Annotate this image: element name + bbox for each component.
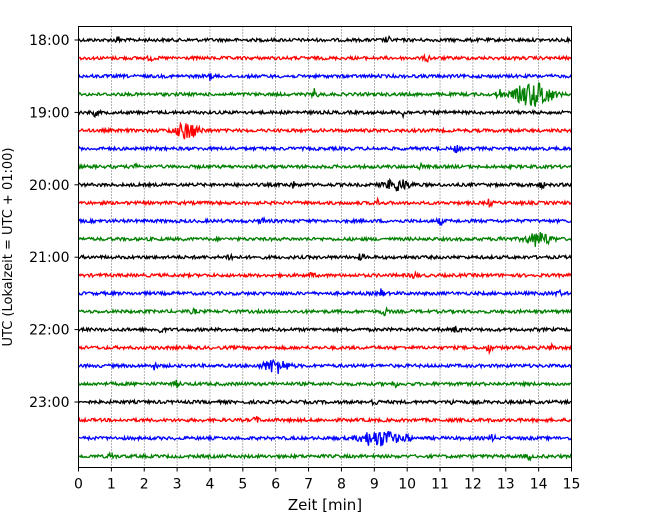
x-tick-label: 4 bbox=[206, 477, 215, 493]
trace-line bbox=[77, 161, 572, 171]
x-tick-label: 6 bbox=[271, 477, 280, 493]
x-axis-ticks: 0 1 2 3 4 5 6 7 8 9 10 11 12 13 14 15 bbox=[74, 467, 581, 493]
trace-line bbox=[78, 270, 573, 280]
trace-line bbox=[77, 341, 573, 356]
trace-line bbox=[78, 288, 573, 298]
x-tick-label: 13 bbox=[497, 477, 515, 493]
y-tick-label: 18:00 bbox=[29, 33, 69, 49]
x-tick-label: 1 bbox=[107, 477, 116, 493]
trace-line bbox=[78, 430, 573, 447]
trace-line bbox=[78, 305, 572, 317]
y-tick-label: 22:00 bbox=[29, 323, 69, 339]
y-axis-ticks: 18:00 19:00 20:00 21:00 22:00 23:00 bbox=[29, 33, 79, 411]
y-axis-title: UTC (Lokalzeit = UTC + 01:00) bbox=[1, 148, 16, 347]
trace-line bbox=[77, 196, 573, 209]
trace-line bbox=[77, 379, 572, 389]
trace-line bbox=[78, 325, 572, 334]
x-tick-label: 14 bbox=[530, 477, 548, 493]
x-tick-label: 5 bbox=[238, 477, 247, 493]
x-tick-label: 9 bbox=[370, 477, 379, 493]
trace-line bbox=[77, 398, 572, 407]
trace-line bbox=[78, 358, 573, 374]
x-tick-label: 11 bbox=[431, 477, 449, 493]
y-tick-label: 20:00 bbox=[29, 178, 69, 194]
trace-line bbox=[78, 252, 572, 262]
x-tick-label: 8 bbox=[337, 477, 346, 493]
x-tick-label: 15 bbox=[563, 477, 581, 493]
plot-frame bbox=[78, 26, 572, 468]
trace-line bbox=[77, 72, 573, 81]
y-tick-label: 21:00 bbox=[29, 250, 69, 266]
seismic-traces bbox=[77, 34, 573, 462]
x-tick-label: 7 bbox=[304, 477, 313, 493]
x-tick-label: 0 bbox=[74, 477, 83, 493]
trace-line bbox=[77, 52, 573, 63]
trace-line bbox=[78, 177, 573, 192]
x-axis-title: Zeit [min] bbox=[288, 496, 362, 514]
y-tick-label: 19:00 bbox=[29, 105, 69, 121]
trace-line bbox=[78, 121, 572, 140]
trace-line bbox=[77, 415, 572, 425]
trace-line bbox=[77, 108, 572, 120]
x-tick-label: 12 bbox=[464, 477, 482, 493]
trace-line bbox=[77, 34, 572, 44]
trace-line bbox=[78, 231, 572, 247]
trace-line bbox=[78, 450, 573, 462]
trace-line bbox=[77, 82, 572, 107]
trace-line bbox=[77, 144, 572, 154]
y-tick-label: 23:00 bbox=[29, 395, 69, 411]
x-tick-label: 10 bbox=[398, 477, 416, 493]
trace-line bbox=[77, 215, 573, 227]
x-tick-label: 2 bbox=[140, 477, 149, 493]
x-tick-label: 3 bbox=[173, 477, 182, 493]
